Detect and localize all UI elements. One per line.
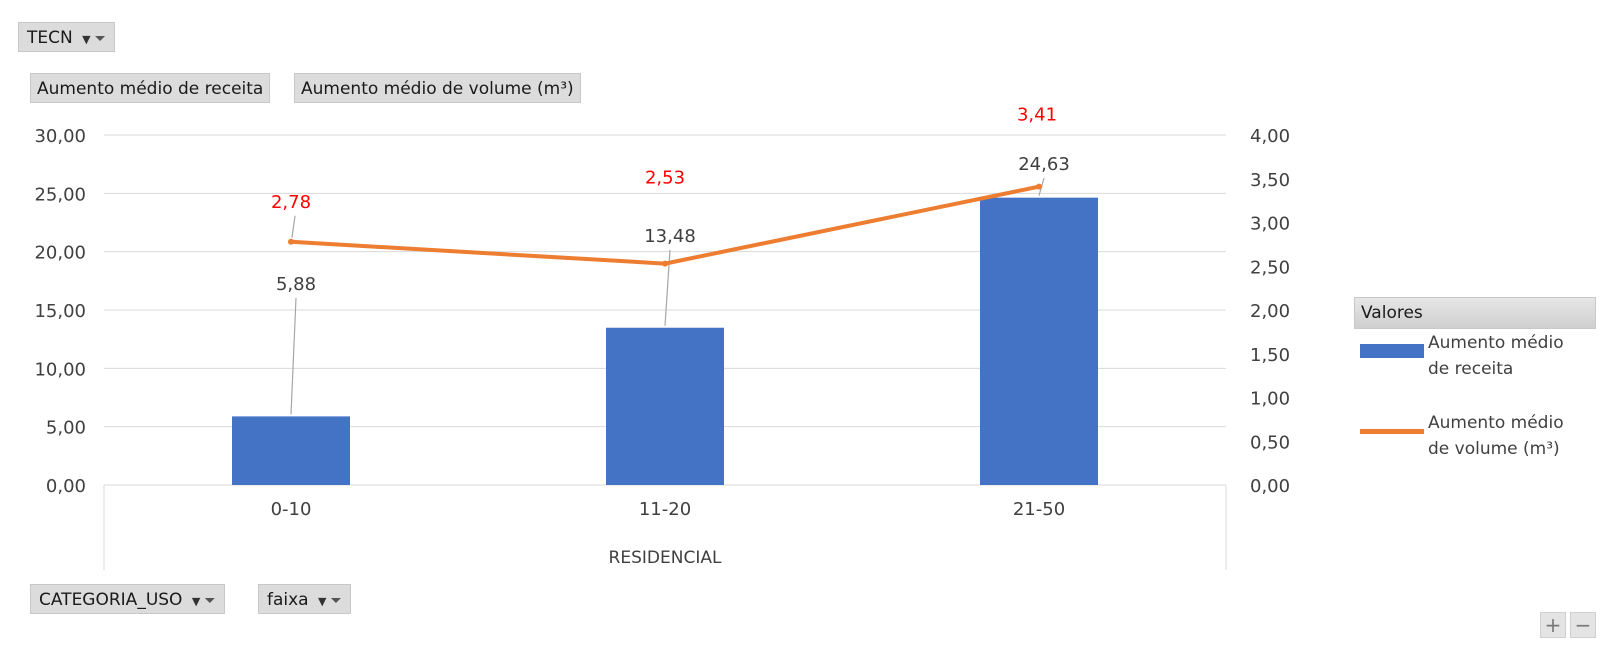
filter-funnel-icon: ⏷	[204, 593, 216, 609]
value-button-receita[interactable]: Aumento médio de receita	[30, 73, 271, 103]
legend-label-receita-line1: Aumento médio	[1428, 333, 1564, 353]
filter-funnel-icon: ⏷	[330, 593, 342, 609]
collapse-button[interactable]: −	[1570, 612, 1596, 638]
filter-categoria-uso-button[interactable]: CATEGORIA_USO ▼ ⏷	[30, 584, 225, 614]
value-button-volume[interactable]: Aumento médio de volume (m³)	[294, 73, 581, 103]
y-right-tick-label: 3,00	[1250, 214, 1290, 235]
y-right-tick-label: 0,50	[1250, 432, 1290, 453]
legend-label-volume-line1: Aumento médio	[1428, 413, 1564, 433]
dropdown-arrow-icon: ▼	[191, 595, 201, 608]
y-left-tick-label: 30,00	[34, 126, 86, 147]
legend-label-receita: Aumento médio de receita	[1428, 330, 1564, 382]
legend-label-volume: Aumento médio de volume (m³)	[1428, 410, 1564, 462]
value-button-receita-label: Aumento médio de receita	[37, 79, 264, 99]
y-right-tick-label: 0,00	[1250, 476, 1290, 497]
y-right-tick-label: 3,50	[1250, 170, 1290, 191]
dropdown-arrow-icon: ▼	[82, 33, 91, 46]
line-point-11-20	[662, 260, 668, 267]
legend-swatch-line	[1360, 429, 1424, 434]
y-right-tick-label: 2,00	[1250, 301, 1290, 322]
bar-data-label: 24,63	[1018, 154, 1070, 175]
line-data-label: 2,53	[645, 168, 685, 189]
bar-label-leader	[290, 297, 297, 415]
y-right-tick-label: 4,00	[1250, 126, 1290, 147]
legend-title: Valores	[1354, 297, 1596, 329]
y-left-tick-label: 15,00	[34, 301, 86, 322]
bar-data-label: 5,88	[276, 274, 316, 295]
legend-item-receita: Aumento médio de receita	[1360, 330, 1600, 384]
value-button-volume-label: Aumento médio de volume (m³)	[301, 79, 574, 99]
filter-funnel-icon: ⏷	[94, 31, 106, 47]
y-right-tick-label: 2,50	[1250, 257, 1290, 278]
line-point-0-10	[288, 238, 294, 245]
filter-faixa-label: faixa	[267, 590, 309, 610]
filter-tecn-button[interactable]: TECN ▼ ⏷	[18, 22, 115, 52]
x-tick-label: 0-10	[271, 499, 312, 520]
y-right-tick-label: 1,00	[1250, 389, 1290, 410]
legend-label-volume-line2: de volume (m³)	[1428, 439, 1560, 459]
x-group-label: RESIDENCIAL	[609, 548, 722, 568]
bar-11-20	[606, 327, 724, 485]
filter-categoria-uso-label: CATEGORIA_USO	[39, 590, 183, 610]
line-label-leader	[291, 215, 296, 238]
bar-0-10	[232, 416, 350, 485]
expand-button[interactable]: +	[1540, 612, 1566, 638]
x-tick-label: 21-50	[1013, 499, 1065, 520]
dropdown-arrow-icon: ▼	[318, 595, 327, 608]
y-left-tick-label: 5,00	[46, 418, 86, 439]
legend-label-receita-line2: de receita	[1428, 359, 1514, 379]
y-right-tick-label: 1,50	[1250, 345, 1290, 366]
legend-item-volume: Aumento médio de volume (m³)	[1360, 410, 1600, 464]
y-left-tick-label: 25,00	[34, 184, 86, 205]
x-tick-label: 11-20	[639, 499, 691, 520]
legend-swatch-bar	[1360, 344, 1424, 358]
line-point-21-50	[1036, 183, 1042, 190]
filter-tecn-label: TECN	[27, 28, 73, 48]
filter-faixa-button[interactable]: faixa ▼ ⏷	[258, 584, 351, 614]
bar-data-label: 13,48	[644, 226, 696, 247]
bar-21-50	[980, 197, 1098, 485]
line-data-label: 2,78	[271, 192, 311, 213]
y-left-tick-label: 0,00	[46, 476, 86, 497]
y-left-tick-label: 20,00	[34, 243, 86, 264]
y-left-tick-label: 10,00	[34, 359, 86, 380]
line-data-label: 3,41	[1017, 105, 1057, 126]
